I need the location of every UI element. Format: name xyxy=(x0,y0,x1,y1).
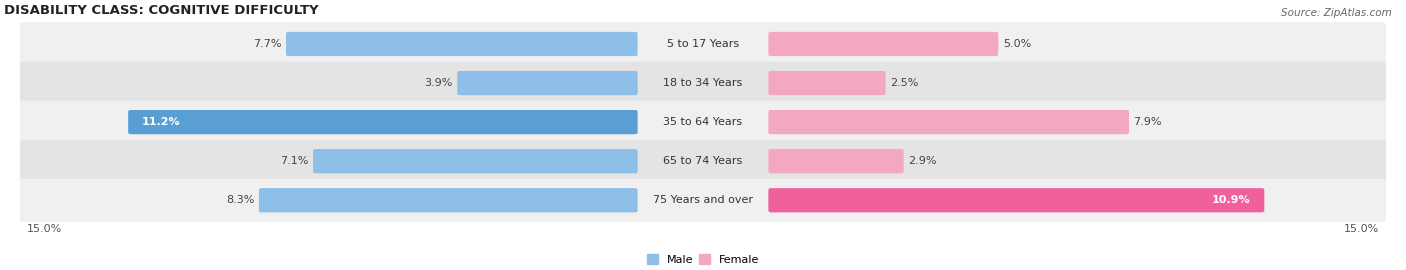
Text: 7.7%: 7.7% xyxy=(253,39,281,49)
FancyBboxPatch shape xyxy=(285,32,638,56)
Text: 5 to 17 Years: 5 to 17 Years xyxy=(666,39,740,49)
FancyBboxPatch shape xyxy=(768,110,1129,134)
Text: 2.5%: 2.5% xyxy=(890,78,918,88)
FancyBboxPatch shape xyxy=(20,179,1386,222)
Text: 11.2%: 11.2% xyxy=(142,117,180,127)
FancyBboxPatch shape xyxy=(128,110,638,134)
Text: 75 Years and over: 75 Years and over xyxy=(652,195,754,205)
Legend: Male, Female: Male, Female xyxy=(647,254,759,265)
FancyBboxPatch shape xyxy=(259,188,638,212)
Text: 10.9%: 10.9% xyxy=(1212,195,1251,205)
Text: 5.0%: 5.0% xyxy=(1002,39,1031,49)
Text: 35 to 64 Years: 35 to 64 Years xyxy=(664,117,742,127)
Text: 7.9%: 7.9% xyxy=(1133,117,1163,127)
FancyBboxPatch shape xyxy=(20,140,1386,183)
FancyBboxPatch shape xyxy=(457,71,638,95)
Text: 15.0%: 15.0% xyxy=(1344,224,1379,234)
Text: Source: ZipAtlas.com: Source: ZipAtlas.com xyxy=(1281,8,1392,18)
FancyBboxPatch shape xyxy=(20,62,1386,104)
Text: 7.1%: 7.1% xyxy=(280,156,308,166)
FancyBboxPatch shape xyxy=(314,149,638,173)
FancyBboxPatch shape xyxy=(768,149,904,173)
Text: 65 to 74 Years: 65 to 74 Years xyxy=(664,156,742,166)
Text: 15.0%: 15.0% xyxy=(27,224,62,234)
Text: 18 to 34 Years: 18 to 34 Years xyxy=(664,78,742,88)
Text: 2.9%: 2.9% xyxy=(908,156,936,166)
Text: DISABILITY CLASS: COGNITIVE DIFFICULTY: DISABILITY CLASS: COGNITIVE DIFFICULTY xyxy=(4,4,319,17)
FancyBboxPatch shape xyxy=(768,71,886,95)
FancyBboxPatch shape xyxy=(768,188,1264,212)
Text: 8.3%: 8.3% xyxy=(226,195,254,205)
FancyBboxPatch shape xyxy=(20,101,1386,144)
Text: 3.9%: 3.9% xyxy=(425,78,453,88)
FancyBboxPatch shape xyxy=(20,22,1386,65)
FancyBboxPatch shape xyxy=(768,32,998,56)
